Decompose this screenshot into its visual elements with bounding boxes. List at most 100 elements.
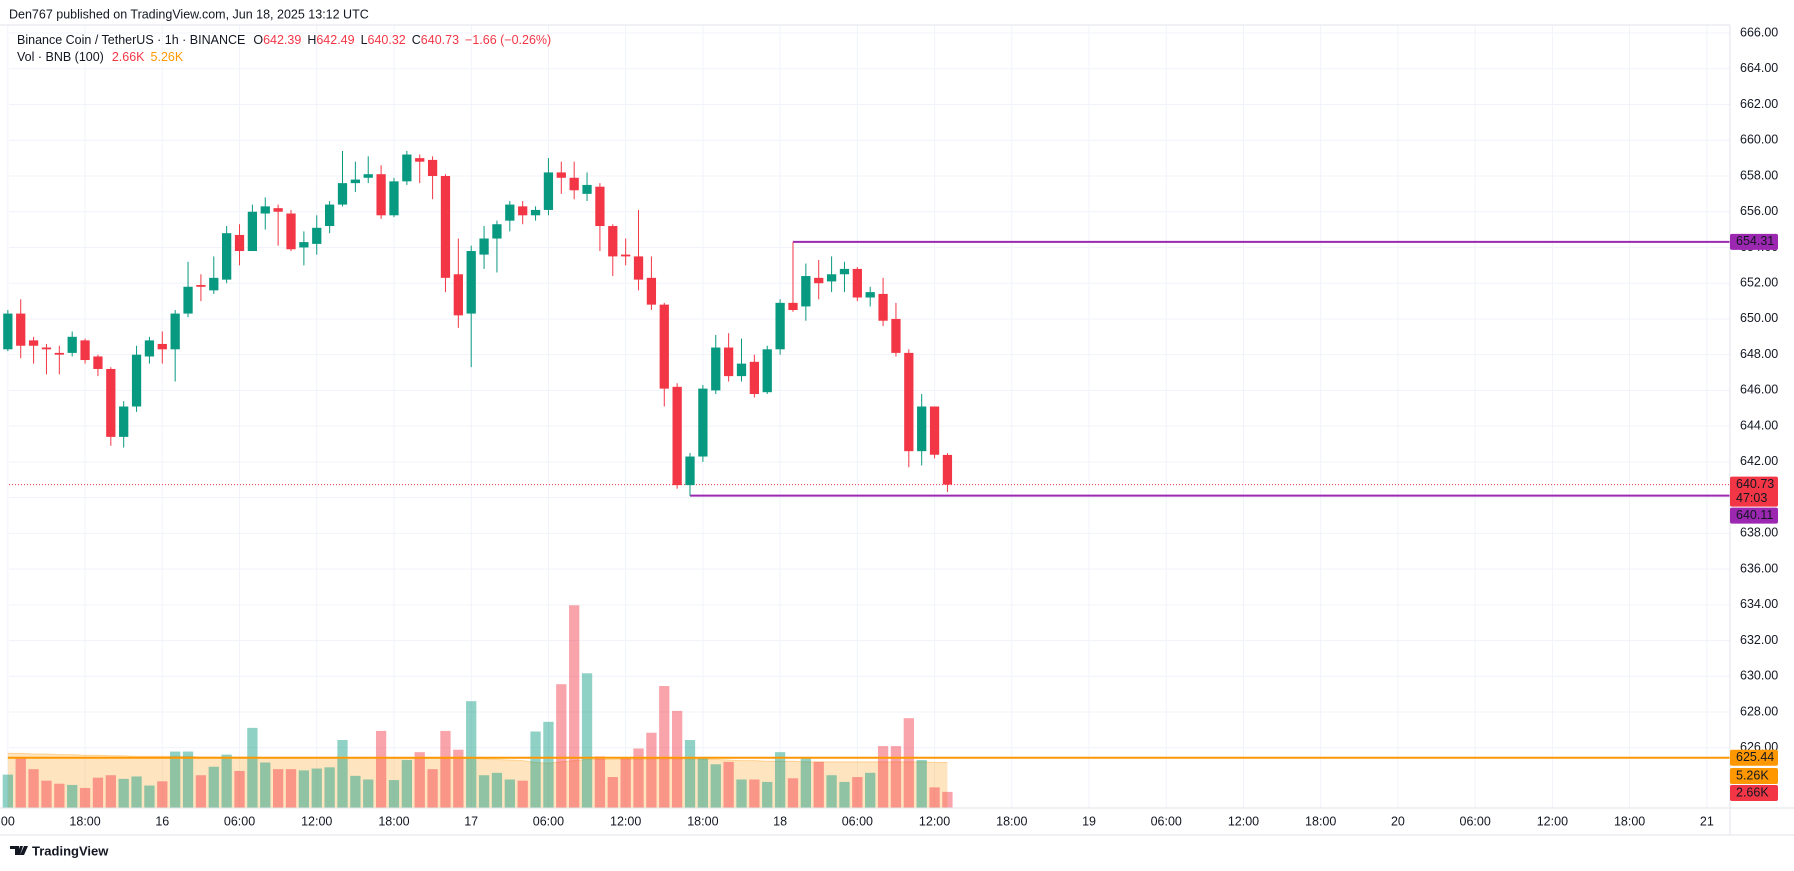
volume-bar bbox=[440, 730, 451, 808]
price-line-box bbox=[1730, 507, 1778, 524]
volume-bar bbox=[324, 767, 335, 808]
candle-body bbox=[736, 363, 747, 377]
volume-bar bbox=[581, 673, 593, 808]
volume-bar bbox=[826, 775, 837, 808]
volume-bar bbox=[2, 774, 13, 808]
candle-body bbox=[3, 313, 13, 350]
volume-bar bbox=[105, 775, 116, 808]
volume-bar bbox=[813, 761, 824, 808]
candle-body bbox=[917, 406, 927, 452]
legend-volume-line: Vol · BNB (100) 2.66K 5.26K bbox=[17, 50, 184, 64]
volume-bar bbox=[556, 684, 567, 808]
candle-body bbox=[183, 286, 193, 314]
price-line-box bbox=[1730, 749, 1778, 766]
candle-body bbox=[170, 313, 180, 350]
y-tick-label: 634.00 bbox=[1740, 597, 1778, 611]
x-tick-label: 18:00 bbox=[1305, 814, 1336, 828]
y-tick-label: 648.00 bbox=[1740, 347, 1778, 361]
brand: TradingView bbox=[10, 843, 109, 858]
candle-body bbox=[80, 340, 90, 361]
price-line-label: 640.11 bbox=[1736, 508, 1773, 522]
volume-bar bbox=[710, 764, 721, 808]
candle-body bbox=[775, 302, 785, 350]
x-tick-label: 06:00 bbox=[533, 814, 564, 828]
volume-bar bbox=[272, 769, 284, 808]
candle-body bbox=[41, 347, 52, 350]
x-tick-label: 18:00 bbox=[687, 814, 718, 828]
candle-body bbox=[93, 356, 103, 369]
candle-body bbox=[350, 179, 360, 184]
legend-value: 642.49 bbox=[316, 33, 354, 47]
volume-bar bbox=[41, 780, 52, 808]
x-tick-label: 06:00 bbox=[1151, 814, 1182, 828]
candle-body bbox=[131, 354, 142, 407]
y-tick-label: 664.00 bbox=[1740, 61, 1778, 75]
y-tick-label: 638.00 bbox=[1740, 526, 1778, 540]
legend-letter: H bbox=[307, 33, 316, 47]
y-tick-label: 652.00 bbox=[1740, 275, 1778, 289]
x-tick-label: 18 bbox=[773, 814, 787, 828]
legend-volume-title: Vol · BNB (100) bbox=[17, 50, 104, 64]
x-tick-label: 12:00 bbox=[610, 814, 641, 828]
candle-body bbox=[865, 292, 875, 298]
volume-bar bbox=[491, 772, 503, 808]
candle-body bbox=[363, 174, 373, 178]
volume-bar bbox=[401, 760, 412, 808]
volume-bar bbox=[15, 758, 26, 808]
volume-bar bbox=[749, 779, 760, 808]
candle-body bbox=[659, 304, 669, 389]
volume-bar bbox=[865, 772, 876, 808]
candle-body bbox=[427, 159, 438, 176]
x-tick-label: 12:00 bbox=[1537, 814, 1568, 828]
x-tick-label: 18:00 bbox=[1614, 814, 1645, 828]
candle-body bbox=[801, 276, 811, 307]
candle-body bbox=[247, 211, 258, 252]
candle-body bbox=[209, 277, 219, 291]
candle-body bbox=[479, 238, 489, 255]
candle-body bbox=[337, 183, 348, 205]
volume-bar bbox=[144, 785, 155, 808]
volume-bar bbox=[942, 791, 953, 808]
candle-body bbox=[505, 204, 515, 221]
volume-bar bbox=[131, 776, 142, 808]
candle-body bbox=[891, 318, 901, 353]
y-tick-label: 636.00 bbox=[1740, 561, 1778, 575]
y-tick-label: 646.00 bbox=[1740, 383, 1778, 397]
candle-body bbox=[762, 349, 772, 393]
volume-bar bbox=[839, 781, 850, 808]
volume-bar bbox=[633, 748, 644, 808]
y-tick-label: 658.00 bbox=[1740, 168, 1778, 182]
volume-bar bbox=[28, 769, 39, 808]
legend-letter: C bbox=[412, 33, 421, 47]
x-tick-label: 12:00 bbox=[1228, 814, 1259, 828]
volume-bar bbox=[170, 751, 181, 808]
legend-line: Binance Coin / TetherUS · 1h · BINANCE O6… bbox=[17, 33, 551, 47]
candle-body bbox=[530, 209, 541, 216]
current-price-box bbox=[1730, 476, 1778, 507]
price-lines bbox=[7, 240, 1730, 759]
candle-body bbox=[260, 206, 270, 214]
legend-letter: L bbox=[361, 33, 368, 47]
y-tick-label: 666.00 bbox=[1740, 25, 1778, 39]
legend-letter: O bbox=[253, 33, 263, 47]
published-note: Den767 published on TradingView.com, Jun… bbox=[9, 7, 369, 21]
brand-logo bbox=[10, 846, 28, 855]
volume-bar bbox=[774, 752, 786, 808]
volume-bar bbox=[504, 779, 515, 808]
candle-body bbox=[814, 277, 824, 284]
candle-body bbox=[299, 242, 309, 248]
countdown-label: 47:03 bbox=[1736, 491, 1767, 505]
volume-bar bbox=[543, 721, 554, 808]
candle-body bbox=[234, 234, 245, 252]
volume-bar bbox=[414, 752, 425, 808]
candle-body bbox=[492, 224, 502, 239]
volume-bar bbox=[890, 746, 902, 808]
candles bbox=[3, 150, 953, 496]
candle-body bbox=[144, 340, 155, 357]
volume-bar bbox=[659, 685, 670, 808]
y-tick-label: 630.00 bbox=[1740, 669, 1778, 683]
volume-bar bbox=[530, 731, 541, 808]
